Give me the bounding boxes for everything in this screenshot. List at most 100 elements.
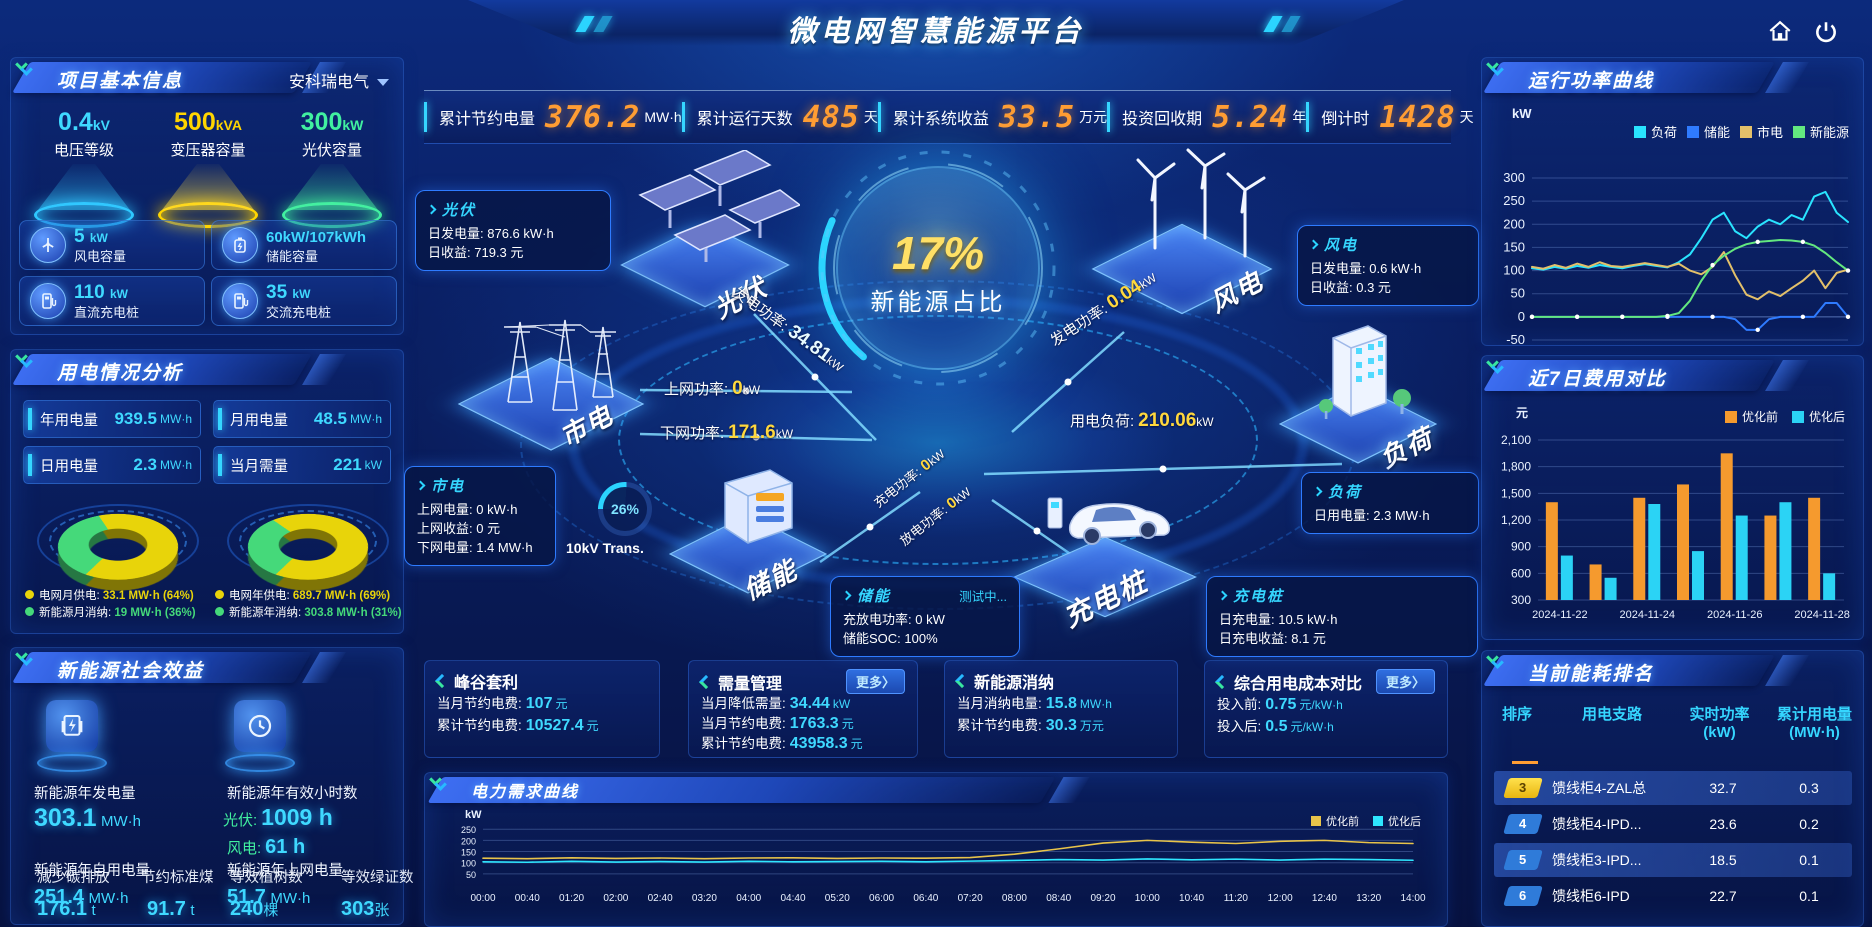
usage-analysis-panel: 用电情况分析 年用电量 939.5 MW·h 月用电量 48.5 MW·h 日用电量 2.… [10, 349, 404, 634]
dc-charger-card: 110 kW 直流充电桩 [19, 276, 205, 326]
legend-swatch [1311, 816, 1321, 826]
svg-text:250: 250 [1503, 193, 1525, 208]
cost-compare-panel: 近7日费用对比 元 优化前 优化后 2,100 1,800 1,500 1,200 90… [1481, 355, 1864, 640]
cost-compare-header: 近7日费用对比 [1482, 356, 1863, 396]
usage-analysis-header: 用电情况分析 [11, 350, 403, 390]
lightning-icon [46, 700, 98, 752]
svg-text:04:40: 04:40 [780, 893, 805, 904]
svg-text:14:00: 14:00 [1400, 893, 1425, 904]
power-legend: 负荷 储能 市电 新能源 [1633, 122, 1849, 141]
svg-text:600: 600 [1511, 566, 1531, 580]
svg-text:150: 150 [461, 848, 476, 858]
panel-corner-icon [1486, 651, 1504, 669]
svg-text:06:00: 06:00 [869, 893, 894, 904]
svg-text:2024-11-28: 2024-11-28 [1794, 609, 1849, 621]
cost-compare-card: 综合用电成本对比 更多〉 投入前: 0.75 元/kW·h 投入后: 0.5 元/kW·h [1204, 660, 1448, 758]
svg-text:10:00: 10:00 [1135, 893, 1160, 904]
year-donut-legend: 电网年供电: 689.7 MW·h (69%) 新能源年消纳: 303.8 MW… [215, 588, 402, 622]
panel-title: 近7日费用对比 [1528, 369, 1667, 390]
renewable-consume-card: 新能源消纳 当月消纳电量: 15.8 MW·h 累计节约电费: 30.3 万元 [944, 660, 1178, 758]
chevron-right-icon [415, 480, 426, 491]
svg-text:06:40: 06:40 [913, 893, 938, 904]
panel-corner-icon [15, 350, 33, 368]
chevron-right-icon [426, 204, 437, 215]
month-usage-stat: 月用电量 48.5 MW·h [213, 400, 391, 438]
social-benefit-panel: 新能源社会效益 新能源年发电量 303.1 MW·h 新能源年有效小时数 光伏:… [10, 647, 414, 925]
svg-text:2024-11-22: 2024-11-22 [1532, 609, 1587, 621]
co2-value: 176.1 t [37, 898, 96, 920]
pv-info-box: 光伏 日发电量: 876.6 kW·h 日收益: 719.3 元 [415, 190, 611, 271]
pv-capacity-spotlight: 300kW 光伏容量 [273, 108, 391, 228]
glow-base [37, 754, 107, 772]
light-cone [162, 164, 254, 210]
panel-title: 电力需求曲线 [471, 784, 580, 801]
ranking-row[interactable]: 3 馈线柜4-ZAL总 32.7 0.3 [1494, 771, 1852, 805]
charger-icon [222, 283, 258, 319]
rank-badge: 6 [1503, 886, 1543, 906]
svg-text:200: 200 [1503, 216, 1525, 231]
legend-swatch [1633, 125, 1646, 138]
solar-panels-icon [638, 150, 800, 262]
svg-text:2024-11-24: 2024-11-24 [1620, 609, 1675, 621]
ev-car-icon [1047, 497, 1171, 545]
svg-text:2,100: 2,100 [1501, 433, 1531, 447]
renewable-share-label: 新能源占比 [870, 289, 1006, 316]
svg-text:200: 200 [461, 836, 476, 846]
light-cone [286, 164, 378, 210]
company-dropdown[interactable]: 安科瑞电气 [289, 68, 389, 92]
day-usage-stat: 日用电量 2.3 MW·h [23, 446, 201, 484]
social-benefit-header: 新能源社会效益 [11, 648, 403, 688]
power-curve-panel: 运行功率曲线 kW 负荷 储能 市电 新能源 300 250 200 150 100 50… [1481, 57, 1864, 346]
svg-text:100: 100 [461, 859, 476, 869]
chevron-right-icon [841, 590, 852, 601]
building-icon [1319, 325, 1411, 419]
demand-more-button[interactable]: 更多〉 [845, 669, 905, 694]
ranking-row[interactable]: 4 馈线柜4-IPD... 23.6 0.2 [1494, 807, 1852, 841]
svg-text:-50: -50 [1506, 332, 1525, 344]
chevron-down-icon [377, 79, 389, 87]
transformer-label: 10kV Trans. [566, 540, 644, 556]
storage-capacity-card: 60kW/107kWh 储能容量 [211, 220, 397, 270]
legend-swatch [1792, 125, 1805, 138]
legend-dot [215, 590, 224, 599]
rank-badge: 3 [1503, 778, 1543, 798]
annual-gen-value: 303.1 MW·h [34, 804, 142, 832]
svg-text:05:20: 05:20 [825, 893, 850, 904]
demand-y-unit: kW [465, 809, 482, 821]
cost-more-button[interactable]: 更多〉 [1375, 669, 1435, 694]
wind-turbine-icon [30, 227, 66, 263]
legend-swatch [1373, 816, 1383, 826]
svg-text:11:20: 11:20 [1224, 893, 1249, 904]
voltage-level-spotlight: 0.4kV 电压等级 [25, 108, 143, 228]
power-button[interactable] [1810, 16, 1842, 48]
legend-dot [215, 607, 224, 616]
svg-text:03:20: 03:20 [692, 893, 717, 904]
chevron-right-icon [1217, 590, 1228, 601]
svg-text:300: 300 [1503, 170, 1525, 185]
svg-text:00:40: 00:40 [515, 893, 540, 904]
kpi-revenue: 累计系统收益 33.5 万元 [878, 91, 1107, 143]
svg-text:1,500: 1,500 [1501, 486, 1531, 500]
ac-charger-card: 35 kW 交流充电桩 [211, 276, 397, 326]
panel-title: 用电情况分析 [57, 363, 184, 384]
load-info-box: 负荷 日用电量: 2.3 MW·h [1301, 472, 1479, 534]
panel-title: 新能源社会效益 [57, 661, 205, 682]
home-button[interactable] [1764, 16, 1796, 48]
app-header: 微电网智慧能源平台 [0, 0, 1872, 52]
wind-hours-value: 风电: 61 h [227, 836, 306, 858]
pv-hours-value: 光伏: 1009 h [223, 804, 333, 830]
svg-text:08:40: 08:40 [1046, 893, 1071, 904]
svg-text:900: 900 [1511, 540, 1531, 554]
svg-text:00:00: 00:00 [470, 893, 495, 904]
ranking-row[interactable]: 6 馈线柜6-IPD 22.7 0.1 [1494, 879, 1852, 913]
demand-curve-header: 电力需求曲线 [425, 773, 1447, 807]
ranking-row[interactable]: 5 馈线柜3-IPD... 18.5 0.1 [1494, 843, 1852, 877]
charger-icon [30, 283, 66, 319]
sort-indicator[interactable] [1512, 761, 1538, 764]
cost-y-unit: 元 [1516, 406, 1529, 420]
panel-corner-icon [15, 58, 33, 76]
trees-label: 等效植树数 [230, 870, 303, 886]
trees-value: 240棵 [230, 898, 279, 920]
self-use-value: 251.4 MW·h [34, 886, 129, 908]
company-dropdown-value: 安科瑞电气 [288, 74, 369, 91]
